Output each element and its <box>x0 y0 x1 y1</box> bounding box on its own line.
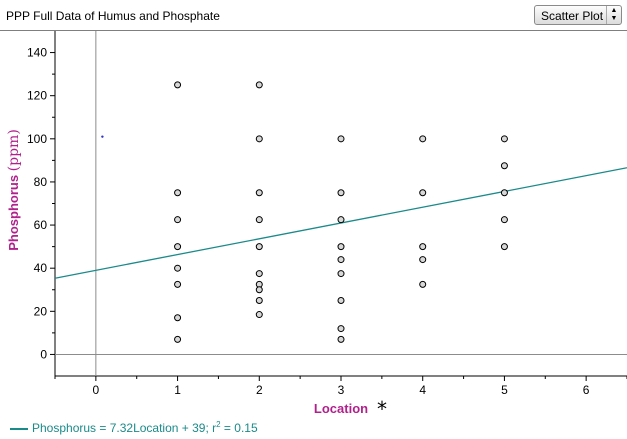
chart-header: PPP Full Data of Humus and Phosphate Sca… <box>0 0 627 31</box>
data-point <box>255 81 263 89</box>
data-point <box>419 280 427 288</box>
y-axis-title-unit: (ppm) <box>6 129 22 171</box>
data-point <box>255 297 263 305</box>
data-point <box>337 216 345 224</box>
chart-title: PPP Full Data of Humus and Phosphate <box>6 9 220 23</box>
x-tick-label: 0 <box>93 383 100 397</box>
data-point <box>500 135 508 143</box>
data-point <box>174 280 182 288</box>
x-tick-label: 4 <box>419 383 426 397</box>
legend-r2: = 0.15 <box>220 421 258 435</box>
legend-equation: Phosphorus = 7.32Location + 39; r <box>32 421 217 435</box>
x-tick-label: 5 <box>501 383 508 397</box>
x-tick-label: 3 <box>338 383 345 397</box>
data-point <box>174 335 182 343</box>
data-point <box>174 81 182 89</box>
y-axis-title-main: Phosphorus <box>6 171 21 250</box>
data-point <box>337 189 345 197</box>
x-tick-label: 1 <box>174 383 181 397</box>
data-point <box>500 243 508 251</box>
data-point <box>255 311 263 319</box>
x-tick-label: 2 <box>256 383 263 397</box>
data-point <box>337 256 345 264</box>
stray-data-point <box>101 135 104 138</box>
data-point <box>174 189 182 197</box>
regression-line-swatch <box>10 427 28 430</box>
data-point <box>255 189 263 197</box>
plot-type-label: Scatter Plot <box>541 9 604 23</box>
data-point <box>174 243 182 251</box>
data-point <box>337 335 345 343</box>
y-tick-label: 40 <box>34 261 48 275</box>
legend-superscript: 2 <box>216 420 221 429</box>
data-point <box>255 243 263 251</box>
x-tick-label: 6 <box>583 383 590 397</box>
data-point <box>419 135 427 143</box>
y-tick-label: 100 <box>27 132 47 146</box>
data-point <box>255 135 263 143</box>
x-axis-title: Location <box>314 401 368 416</box>
data-point <box>337 325 345 333</box>
y-axis-title: Phosphorus (ppm) <box>6 129 22 251</box>
data-point <box>419 256 427 264</box>
y-tick-label: 60 <box>34 218 48 232</box>
data-point <box>500 216 508 224</box>
data-point <box>500 189 508 197</box>
y-tick-label: 140 <box>27 46 47 60</box>
y-tick-label: 0 <box>40 347 47 361</box>
data-point <box>174 216 182 224</box>
data-point <box>419 189 427 197</box>
data-point <box>174 264 182 272</box>
data-point <box>337 135 345 143</box>
data-point <box>174 314 182 322</box>
up-down-chevron-icon: ▲ ▼ <box>606 6 621 24</box>
data-point <box>337 270 345 278</box>
regression-legend: Phosphorus = 7.32Location + 39; r2 = 0.1… <box>10 420 258 435</box>
asterisk-mark: * <box>377 397 387 421</box>
data-point <box>255 216 263 224</box>
data-point <box>337 297 345 305</box>
y-tick-label: 120 <box>27 89 47 103</box>
plot-type-dropdown[interactable]: Scatter Plot ▲ ▼ <box>534 5 622 25</box>
data-point <box>337 243 345 251</box>
data-point <box>419 243 427 251</box>
data-point <box>255 286 263 294</box>
y-tick-label: 80 <box>34 175 48 189</box>
data-point <box>255 270 263 278</box>
y-tick-label: 20 <box>34 304 48 318</box>
data-point <box>500 162 508 170</box>
